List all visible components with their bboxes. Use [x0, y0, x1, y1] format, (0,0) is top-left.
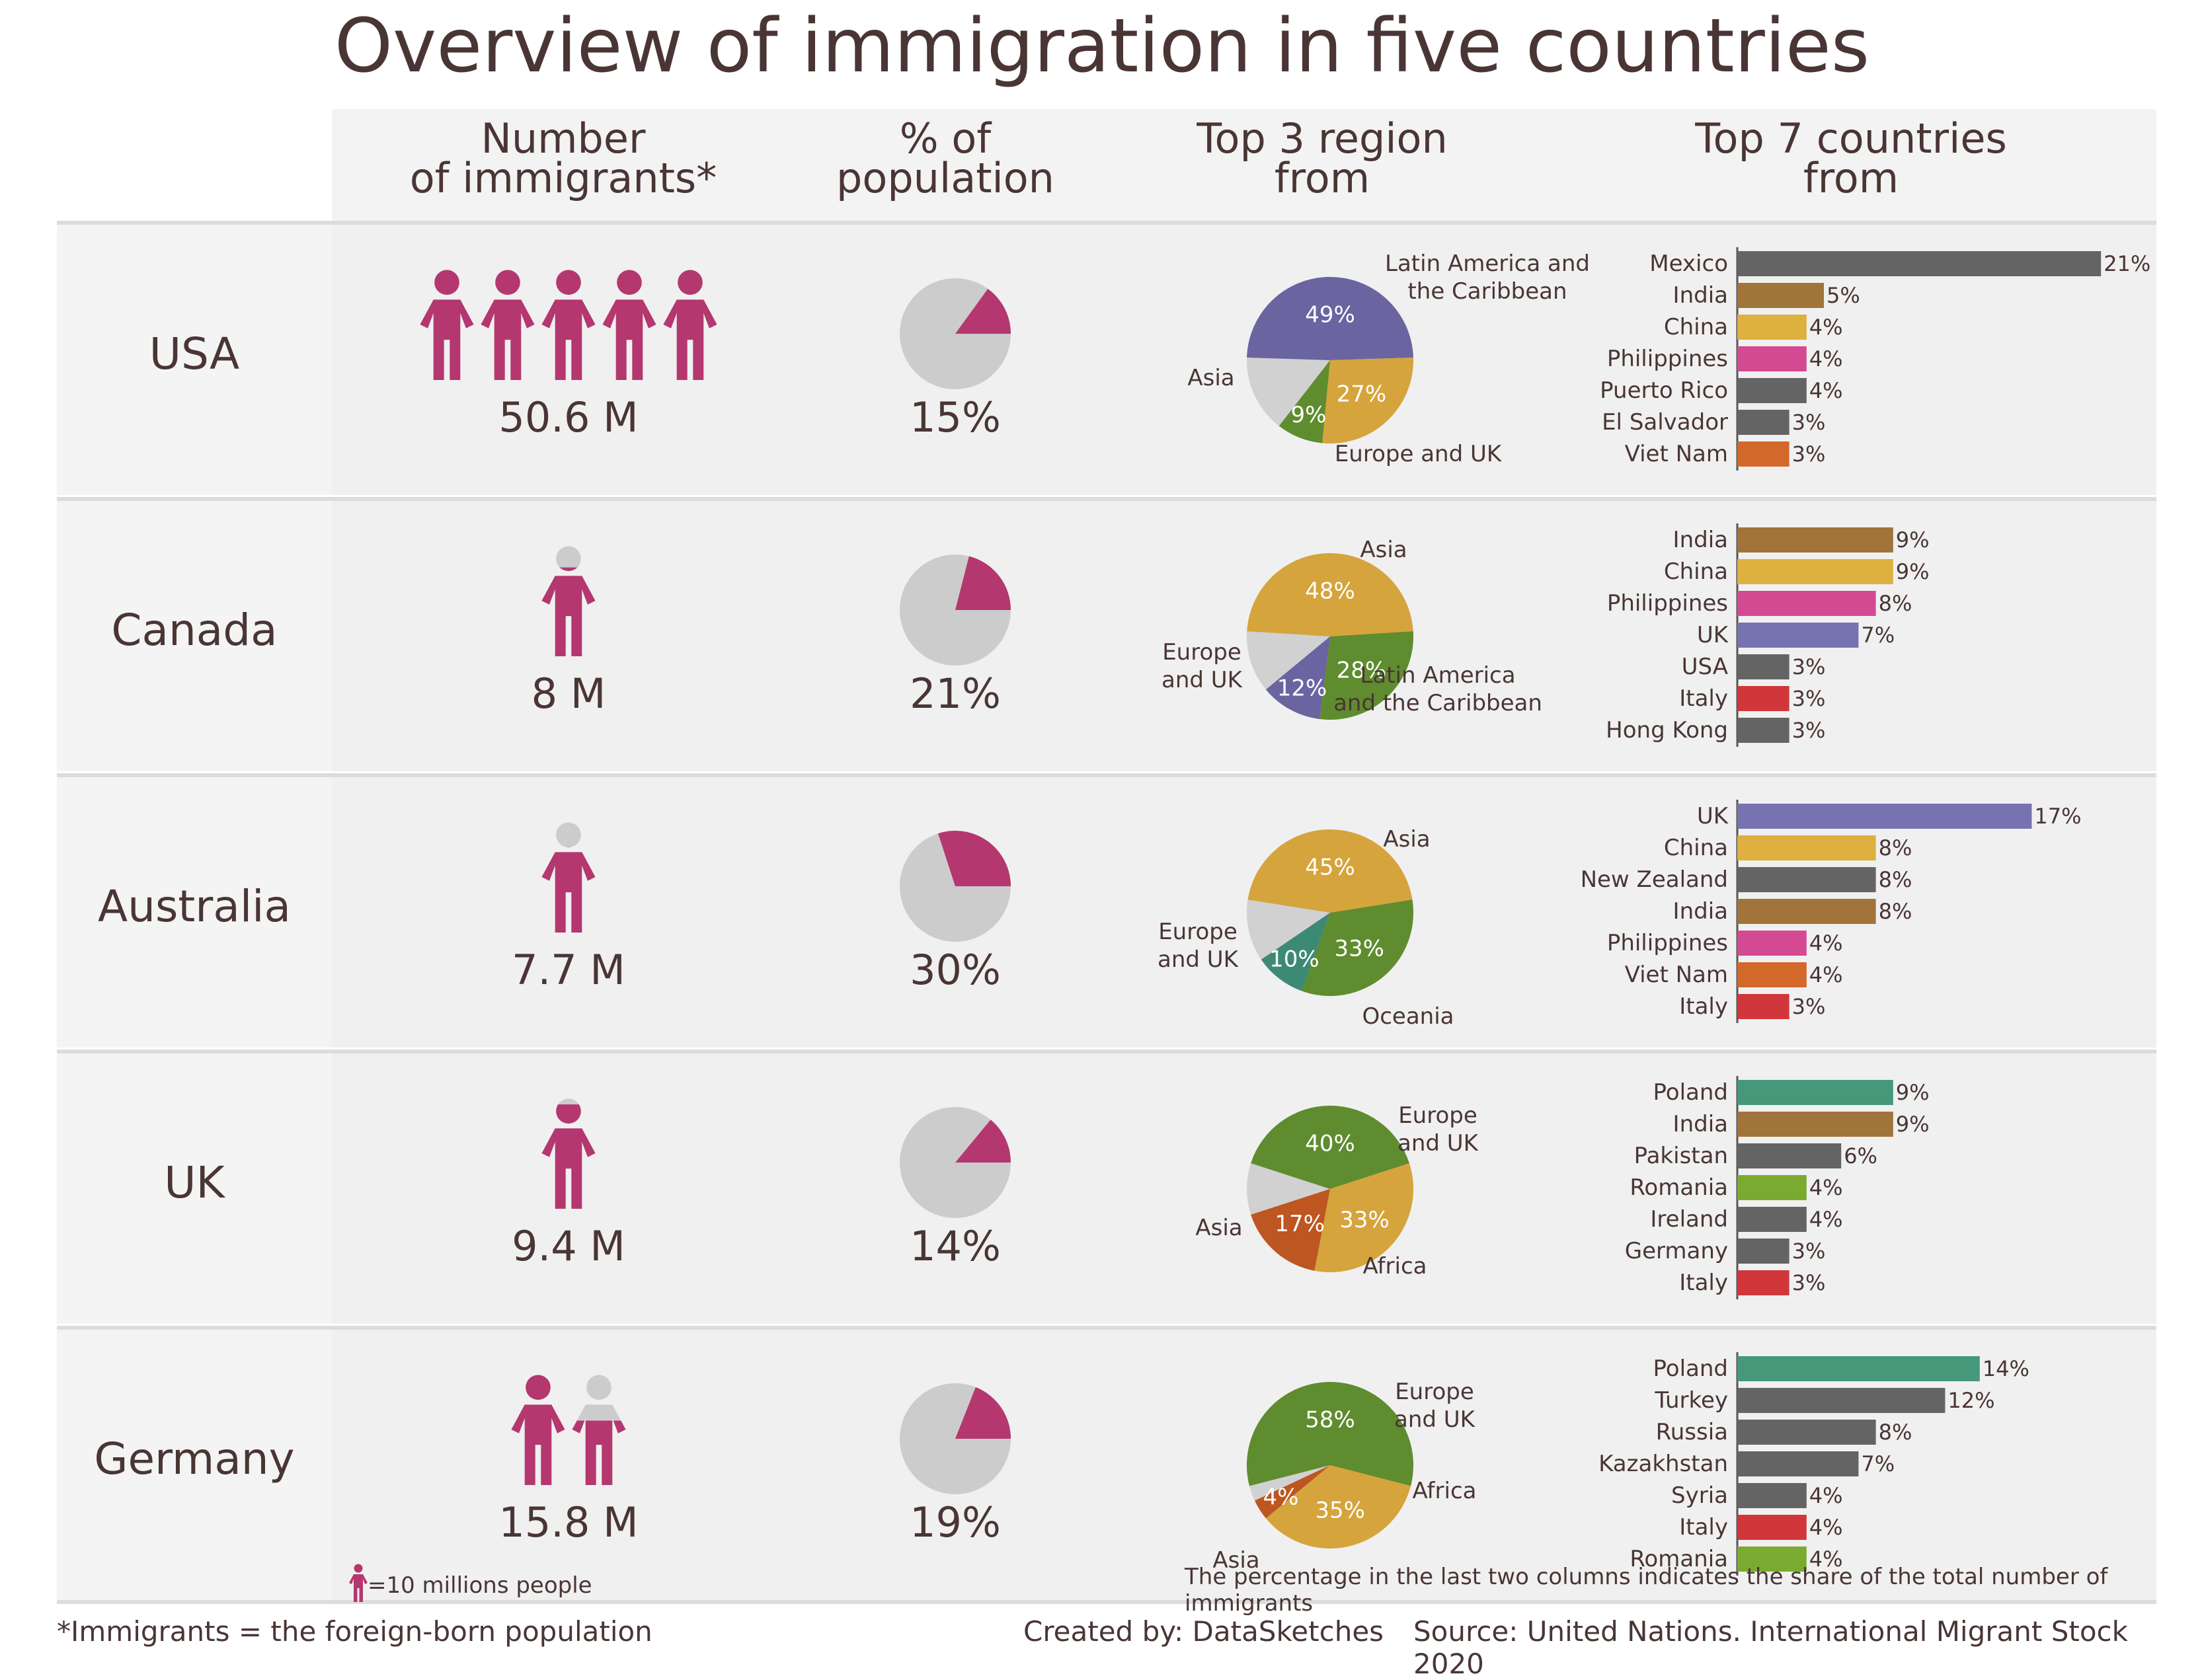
immigrant-count: 50.6 M: [498, 393, 639, 441]
population-pie: [900, 278, 1011, 389]
country-name: Australia: [98, 881, 291, 932]
page-title: Overview of immigration in five countrie…: [334, 3, 1870, 89]
population-percent: 30%: [910, 946, 1001, 994]
column-header-band: [332, 109, 2156, 223]
person-icon: [535, 545, 602, 659]
population-percent: 21%: [910, 669, 1001, 718]
country-name: USA: [149, 328, 240, 379]
immigrant-count: 15.8 M: [498, 1498, 639, 1546]
person-icon: [475, 269, 541, 383]
population-percent: 15%: [910, 393, 1001, 441]
header-number-of-immigrants: Number of immigrants*: [409, 114, 717, 202]
person-icon: [349, 1564, 368, 1602]
percentage-note: The percentage in the last two columns i…: [1185, 1564, 2108, 1617]
pie-slice-share: [955, 556, 1011, 610]
person-icon-graphic: [602, 270, 656, 380]
credit: Created by: DataSketches: [1023, 1615, 1384, 1648]
row-label-strip: [57, 1051, 332, 1324]
person-icon-graphic: [541, 546, 596, 656]
row-label-strip: [57, 499, 332, 771]
person-icon-graphic: [481, 270, 535, 380]
person-icon: [566, 1374, 632, 1488]
population-percent: 14%: [910, 1222, 1001, 1270]
country-row: [57, 223, 2156, 495]
country-name: Germany: [94, 1433, 295, 1484]
person-icon: [535, 1098, 602, 1211]
pie-slice-share: [938, 831, 1011, 886]
immigrant-count: 8 M: [531, 669, 606, 718]
row-label-strip: [57, 223, 332, 495]
pie-slice-share: [955, 1387, 1011, 1439]
person-icon: [596, 269, 662, 383]
person-icon-graphic: [511, 1375, 565, 1485]
country-name: Canada: [111, 605, 278, 656]
country-row: [57, 499, 2156, 771]
population-pie: [900, 1107, 1011, 1218]
person-icon-graphic: [663, 270, 717, 380]
country-row: [57, 1328, 2156, 1600]
header-top-regions: Top 3 region from: [1197, 114, 1448, 202]
person-icon-graphic: [541, 270, 596, 380]
header-percent-of-population: % of population: [836, 114, 1054, 202]
icon-legend: =10 millions people: [349, 1564, 592, 1602]
row-divider: [57, 497, 2156, 501]
row-divider: [57, 1326, 2156, 1330]
person-icon: [535, 269, 602, 383]
row-divider: [57, 773, 2156, 777]
person-icon: [535, 821, 602, 935]
person-icon-graphic: [420, 270, 474, 380]
population-pie: [900, 1383, 1011, 1494]
person-icon: [657, 269, 723, 383]
header-top-countries: Top 7 countries from: [1695, 114, 2007, 202]
person-icon-graphic: [572, 1375, 626, 1485]
population-percent: 19%: [910, 1498, 1001, 1546]
immigrant-definition: *Immigrants = the foreign-born populatio…: [57, 1615, 652, 1648]
row-label-strip: [57, 1328, 332, 1600]
person-icon: [414, 269, 480, 383]
country-row: [57, 1051, 2156, 1324]
immigrant-count: 9.4 M: [512, 1222, 625, 1270]
row-divider: [57, 1600, 2156, 1604]
person-icon-graphic: [541, 822, 596, 933]
country-name: UK: [164, 1157, 225, 1208]
population-pie: [900, 831, 1011, 942]
icon-legend-text: =10 millions people: [368, 1572, 592, 1599]
country-row: [57, 775, 2156, 1048]
person-icon: [505, 1374, 571, 1488]
immigrant-count: 7.7 M: [512, 946, 625, 994]
population-pie: [900, 554, 1011, 666]
row-divider: [57, 221, 2156, 225]
pie-slice-share: [955, 289, 1011, 334]
row-label-strip: [57, 775, 332, 1048]
source: Source: United Nations. International Mi…: [1413, 1615, 2128, 1680]
person-icon-graphic: [541, 1098, 596, 1209]
pie-slice-share: [955, 1120, 1011, 1163]
row-divider: [57, 1050, 2156, 1053]
